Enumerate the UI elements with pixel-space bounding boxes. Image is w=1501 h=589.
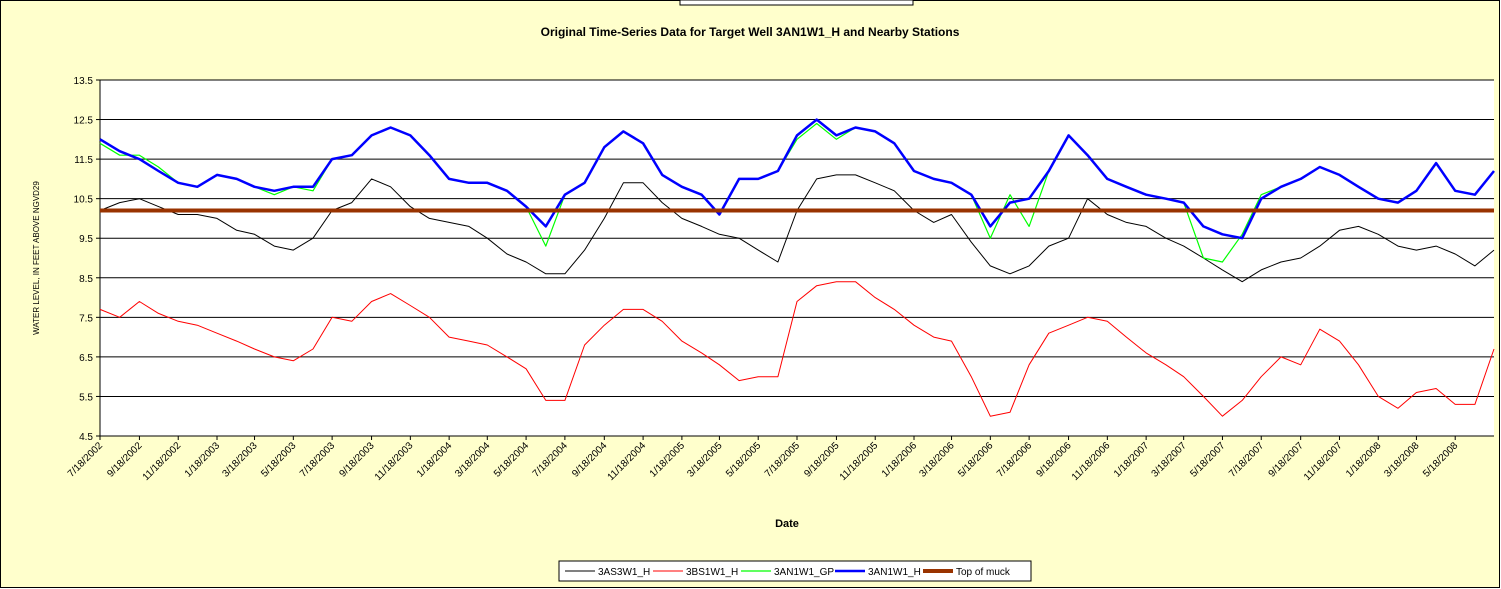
- y-tick-label: 9.5: [79, 234, 93, 245]
- y-tick-label: 5.5: [79, 392, 93, 403]
- tab: [679, 0, 914, 6]
- series-line: [99, 281, 1495, 417]
- legend-box: [558, 560, 1032, 582]
- x-axis-title: Date: [775, 518, 799, 530]
- y-tick-label: 10.5: [74, 195, 94, 206]
- y-tick-label: 12.5: [74, 116, 94, 127]
- legend-label: 3BS1W1_H: [686, 567, 738, 578]
- y-tick-label: 6.5: [79, 353, 93, 364]
- series-line: [99, 118, 1495, 240]
- chart-title: Original Time-Series Data for Target Wel…: [541, 25, 960, 39]
- plot-area: [100, 80, 1494, 436]
- legend-label: 3AN1W1_H: [868, 567, 921, 578]
- legend-label: 3AS3W1_H: [598, 567, 650, 578]
- legend-label: 3AN1W1_GP: [774, 567, 834, 578]
- y-tick-label: 4.5: [79, 432, 93, 443]
- legend-label: Top of muck: [956, 567, 1011, 578]
- y-tick-label: 7.5: [79, 313, 93, 324]
- y-tick-label: 8.5: [79, 274, 93, 285]
- y-tick-label: 11.5: [74, 155, 93, 166]
- y-axis-title: WATER LEVEL, IN FEET ABOVE NGVD29: [32, 181, 41, 335]
- y-tick-label: 13.5: [74, 76, 94, 87]
